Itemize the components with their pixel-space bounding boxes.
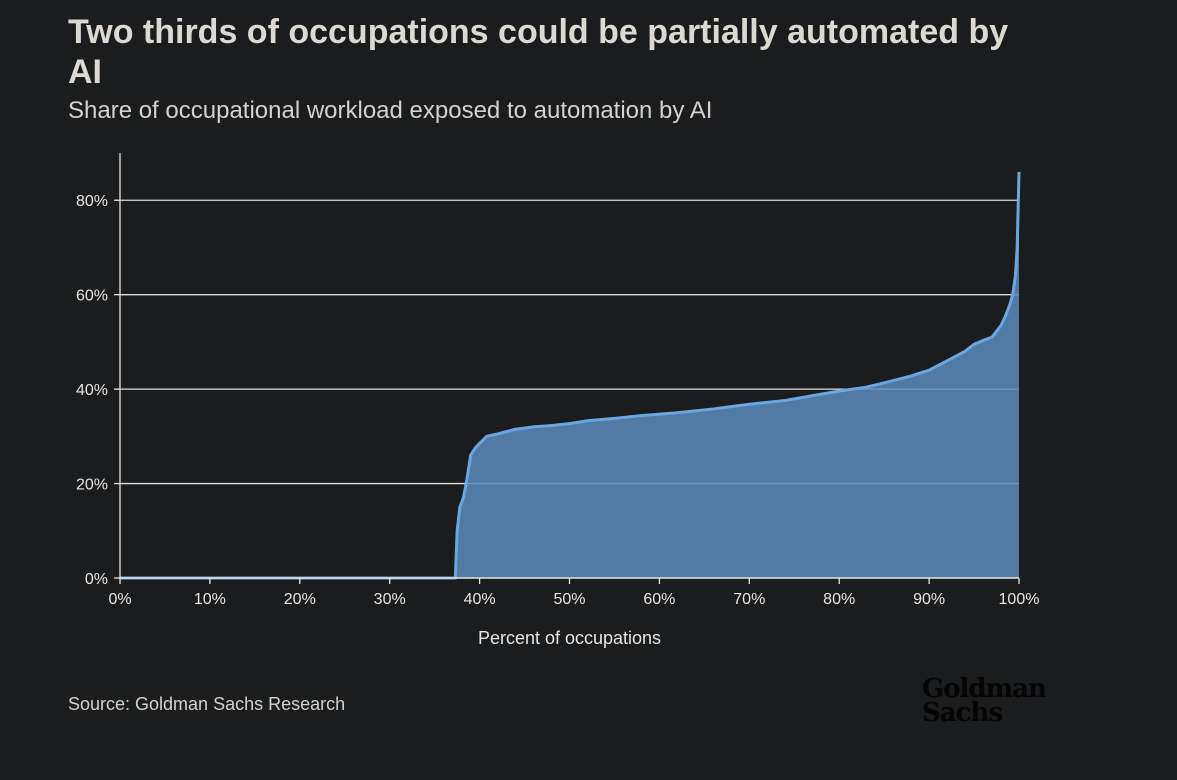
y-tick-label: 0%: [85, 571, 108, 588]
chart-subtitle: Share of occupational workload exposed t…: [68, 97, 713, 124]
logo-line-1: Goldman: [922, 674, 1047, 704]
x-tick-label: 30%: [374, 591, 406, 608]
series-line: [120, 171, 1021, 580]
goldman-sachs-logo: Goldman Sachs: [922, 674, 1052, 728]
x-tick-label: 100%: [999, 591, 1040, 608]
chart-title: Two thirds of occupations could be parti…: [68, 13, 1009, 91]
area-layer: [120, 171, 1021, 580]
series-area: [120, 171, 1019, 578]
tick-layer: 0% 20% 40% 60% 80% 0% 10% 20% 30% 40% 50% 60% 70% 80%…: [76, 193, 1039, 608]
y-tick-label: 60%: [76, 288, 108, 305]
x-tick-label: 80%: [823, 591, 855, 608]
x-axis-label: Percent of occupations: [478, 628, 661, 648]
x-tick-label: 60%: [643, 591, 675, 608]
x-tick-label: 90%: [913, 591, 945, 608]
chart: 0% 20% 40% 60% 80% 0% 10% 20% 30% 40% 50% 60% 70% 80%…: [76, 153, 1039, 648]
y-tick-label: 80%: [76, 193, 108, 210]
x-tick-label: 0%: [108, 591, 131, 608]
source-note: Source: Goldman Sachs Research: [68, 694, 346, 714]
x-tick-label: 40%: [464, 591, 496, 608]
x-tick-label: 70%: [733, 591, 765, 608]
logo-line-2: Sachs: [922, 698, 1003, 728]
x-tick-label: 50%: [553, 591, 585, 608]
y-tick-label: 20%: [76, 477, 108, 494]
y-tick-label: 40%: [76, 382, 108, 399]
x-tick-label: 10%: [194, 591, 226, 608]
x-tick-label: 20%: [284, 591, 316, 608]
